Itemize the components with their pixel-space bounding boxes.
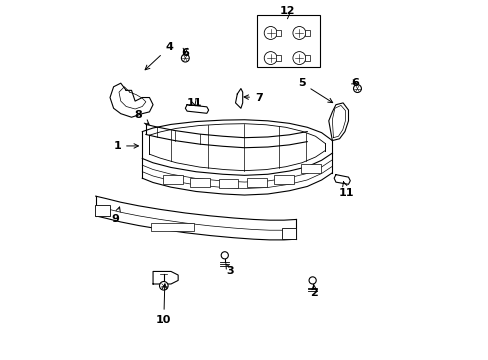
Circle shape <box>159 282 168 290</box>
Circle shape <box>264 27 277 40</box>
Bar <box>275 55 281 60</box>
Text: 5: 5 <box>298 78 332 103</box>
Bar <box>218 179 238 188</box>
Polygon shape <box>110 83 153 117</box>
Text: 6: 6 <box>351 78 359 88</box>
Bar <box>94 205 109 216</box>
Polygon shape <box>142 120 332 175</box>
Circle shape <box>181 54 189 62</box>
Circle shape <box>264 51 277 64</box>
Polygon shape <box>142 153 332 195</box>
Bar <box>163 175 182 184</box>
Polygon shape <box>145 125 306 148</box>
Circle shape <box>292 27 305 40</box>
Text: 4: 4 <box>145 42 173 70</box>
Text: 6: 6 <box>181 48 189 58</box>
Text: 12: 12 <box>279 6 295 17</box>
Text: 1: 1 <box>113 141 138 151</box>
Polygon shape <box>328 103 348 140</box>
Bar <box>151 223 194 230</box>
Circle shape <box>308 277 316 284</box>
Circle shape <box>292 51 305 64</box>
Text: 2: 2 <box>310 285 318 298</box>
Bar <box>301 164 320 173</box>
Polygon shape <box>235 89 242 108</box>
Text: 9: 9 <box>111 207 120 224</box>
Polygon shape <box>185 105 208 113</box>
Bar <box>275 30 281 36</box>
Polygon shape <box>153 271 178 284</box>
Bar <box>282 228 296 239</box>
Polygon shape <box>333 175 349 184</box>
Bar <box>257 15 319 67</box>
Bar <box>274 175 293 184</box>
Circle shape <box>221 252 228 259</box>
Bar <box>304 55 309 60</box>
Circle shape <box>353 85 361 93</box>
Bar <box>189 178 209 187</box>
Text: 10: 10 <box>156 284 171 325</box>
Text: 11: 11 <box>338 182 354 198</box>
Text: 7: 7 <box>244 93 262 103</box>
Bar <box>247 178 266 187</box>
Text: 11: 11 <box>186 98 202 108</box>
Bar <box>304 30 309 36</box>
Text: 8: 8 <box>135 111 149 125</box>
Text: 3: 3 <box>225 264 233 276</box>
Polygon shape <box>96 196 296 240</box>
